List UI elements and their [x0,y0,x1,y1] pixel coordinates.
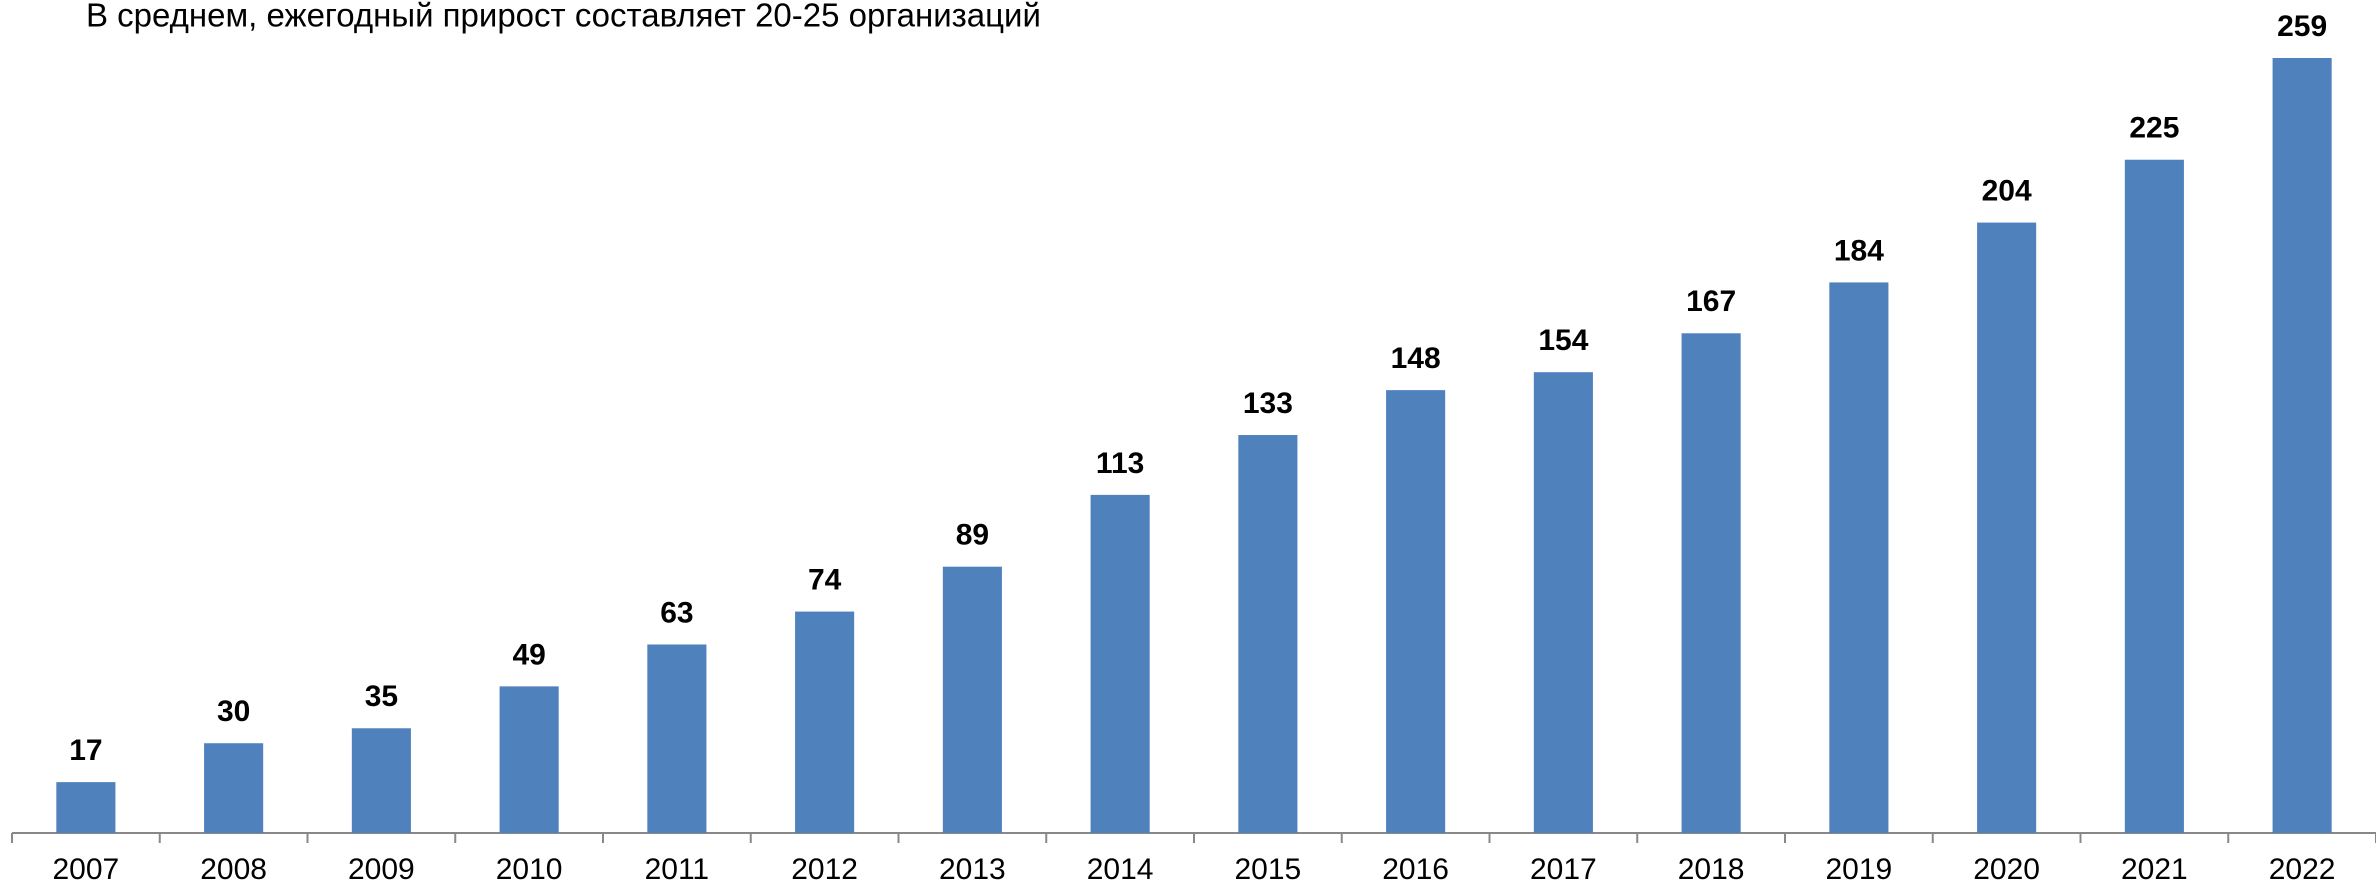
x-tick-label: 2020 [1973,853,2040,886]
data-label: 74 [808,563,842,596]
bar [204,743,264,833]
data-label: 113 [1096,447,1144,480]
x-tick-label: 2008 [200,853,267,886]
bar [1829,282,1889,833]
x-tick-label: 2018 [1678,853,1745,886]
x-tick-label: 2015 [1235,853,1302,886]
bar [1238,435,1298,833]
x-tick-label: 2021 [2121,853,2188,886]
data-label: 225 [2129,112,2179,145]
bar [942,566,1002,833]
x-tick-label: 2016 [1382,853,1449,886]
data-label: 49 [512,638,545,671]
x-tick-label: 2019 [1826,853,1893,886]
bar [351,728,411,833]
x-tick-label: 2011 [645,853,710,886]
data-label: 184 [1834,234,1884,267]
x-tick-label: 2022 [2269,853,2336,886]
data-label: 89 [956,519,989,552]
bar [499,686,559,833]
bar [795,611,855,833]
data-label: 167 [1686,285,1736,318]
x-tick-label: 2010 [496,853,563,886]
data-label: 133 [1243,387,1293,420]
data-label: 204 [1982,174,2032,207]
x-tick-label: 2013 [939,853,1006,886]
data-label: 35 [365,680,398,713]
x-tick-label: 2012 [791,853,858,886]
x-tick-label: 2017 [1530,853,1597,886]
data-label: 154 [1538,324,1588,357]
data-label: 259 [2277,10,2327,43]
bar [1681,333,1741,833]
x-tick-label: 2014 [1087,853,1154,886]
bar [1533,372,1593,833]
data-label: 63 [660,596,693,629]
x-tick-label: 2009 [348,853,415,886]
bar [2272,58,2332,833]
bar [1090,494,1150,833]
chart-title: В среднем, ежегодный прирост составляет … [86,0,1041,34]
x-tick-label: 2007 [53,853,120,886]
bar [1386,390,1446,833]
bar [56,782,116,833]
bar [647,644,707,833]
data-label: 30 [217,695,250,728]
bar [2124,159,2184,834]
bar [1977,222,2037,833]
data-label: 148 [1391,342,1441,375]
data-label: 17 [69,734,102,767]
